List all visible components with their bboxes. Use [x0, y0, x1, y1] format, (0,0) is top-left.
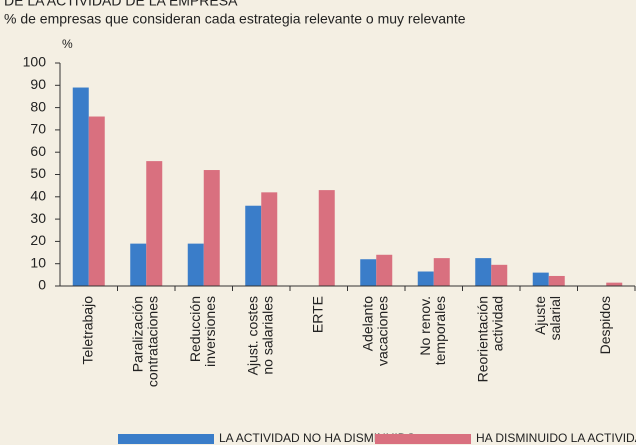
- x-tick-label: actividad: [489, 296, 505, 351]
- x-tick-label: vacaciones: [374, 296, 390, 366]
- bar: [548, 275, 565, 286]
- bar: [72, 87, 89, 286]
- chart-title: DE LA ACTIVIDAD DE LA EMPRESA: [4, 0, 238, 9]
- x-tick-label: Ajuste: [532, 296, 548, 335]
- x-tick-label: Ajust. costes: [244, 296, 260, 375]
- y-tick-label: 20: [30, 232, 46, 248]
- x-tick-label: Reorientación: [474, 296, 490, 382]
- x-tick-label: inversiones: [202, 296, 218, 367]
- x-tick-label: no salariales: [259, 296, 275, 375]
- x-tick-label: ERTE: [309, 296, 325, 333]
- bar: [606, 282, 623, 286]
- bar: [146, 161, 163, 286]
- y-tick-label: 0: [38, 277, 46, 293]
- y-axis-label: %: [62, 37, 73, 51]
- y-tick-label: 40: [30, 188, 46, 204]
- bar: [245, 205, 262, 286]
- bar: [491, 264, 508, 286]
- bar: [318, 190, 335, 286]
- x-tick-label: Adelanto: [359, 296, 375, 351]
- bar: [130, 243, 147, 286]
- bar: [433, 258, 450, 286]
- y-tick-label: 80: [30, 98, 46, 114]
- bar: [203, 170, 220, 286]
- y-tick-label: 90: [30, 76, 46, 92]
- y-tick-label: 30: [30, 210, 46, 226]
- y-tick-label: 50: [30, 165, 46, 181]
- legend-label: HA DISMINUIDO LA ACTIVIDAD: [476, 431, 636, 445]
- legend-label: LA ACTIVIDAD NO HA DISMINUIDO: [219, 431, 416, 445]
- x-tick-label: Paralización: [129, 296, 145, 372]
- x-tick-label: Despidos: [597, 296, 613, 354]
- x-tick-label: contrataciones: [144, 296, 160, 387]
- chart-subtitle: % de empresas que consideran cada estrat…: [4, 11, 466, 27]
- y-tick-label: 70: [30, 121, 46, 137]
- legend-swatch: [375, 434, 471, 444]
- bar: [360, 259, 377, 286]
- x-tick-label: Reducción: [187, 296, 203, 362]
- y-tick-label: 60: [30, 143, 46, 159]
- bar: [417, 271, 434, 286]
- x-tick-label: No renov.: [417, 296, 433, 356]
- bar: [261, 192, 278, 286]
- y-tick-label: 10: [30, 254, 46, 270]
- bar: [376, 254, 393, 286]
- x-tick-label: temporales: [432, 296, 448, 365]
- bar: [475, 258, 492, 286]
- y-tick-label: 100: [23, 54, 47, 70]
- bar: [187, 243, 204, 286]
- bar: [88, 116, 105, 287]
- legend-swatch: [118, 434, 214, 444]
- x-tick-label: Teletrabajo: [79, 296, 95, 365]
- bar: [532, 272, 549, 286]
- x-tick-label: salarial: [547, 296, 563, 340]
